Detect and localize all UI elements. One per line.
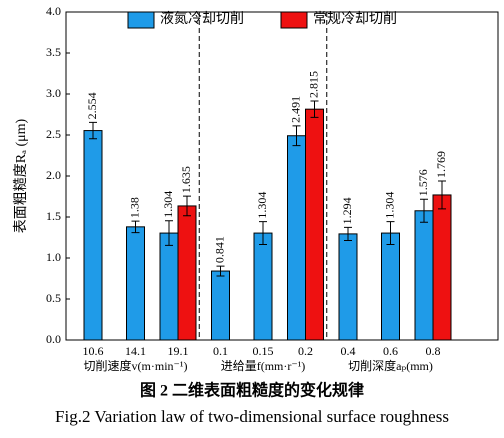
group-label: 切削速度v(m·min⁻¹) <box>84 358 188 373</box>
value-label: 0.841 <box>212 236 226 263</box>
x-tick-label: 0.6 <box>383 344 398 358</box>
y-tick-label: 1.5 <box>46 209 61 223</box>
caption-cn: 图 2 二维表面粗糙度的变化规律 <box>140 381 364 400</box>
bar <box>83 130 103 341</box>
legend-swatch <box>280 11 308 29</box>
caption-en: Fig.2 Variation law of two-dimensional s… <box>55 407 449 426</box>
bar <box>211 270 230 341</box>
x-tick-label: 0.2 <box>298 344 313 358</box>
error-bar <box>183 195 191 217</box>
bar <box>381 232 400 341</box>
value-label: 1.576 <box>416 169 430 196</box>
bar <box>414 210 434 341</box>
value-label: 2.815 <box>306 71 320 98</box>
bar <box>253 232 273 341</box>
y-tick-label: 1.0 <box>46 250 61 264</box>
error-bar <box>292 125 301 147</box>
y-tick-label: 4.0 <box>46 4 61 18</box>
legend-label: 液氮冷却切削 <box>160 11 244 27</box>
error-bar <box>438 180 446 210</box>
error-bar <box>131 220 140 234</box>
x-tick-label: 0.8 <box>426 344 441 358</box>
y-tick-label: 3.5 <box>46 45 61 59</box>
error-bar <box>344 226 352 241</box>
y-axis-title: 表面粗糙度Rₐ (μm) <box>13 118 29 233</box>
group-label: 切削深度aₚ(mm) <box>348 358 433 373</box>
bar <box>177 205 197 341</box>
error-bar <box>89 121 97 140</box>
value-label: 1.769 <box>434 151 448 178</box>
x-tick-label: 0.4 <box>341 344 356 358</box>
legend-label: 常规冷却切削 <box>313 11 397 27</box>
x-tick-label: 0.15 <box>253 344 274 358</box>
value-label: 1.304 <box>382 192 396 219</box>
y-tick-label: 0.5 <box>46 291 61 305</box>
legend-swatch <box>127 11 155 29</box>
value-label: 1.304 <box>161 191 175 218</box>
x-tick-label: 19.1 <box>168 344 189 358</box>
value-label: 1.294 <box>340 197 354 224</box>
error-bar <box>259 221 267 246</box>
y-tick-label: 2.5 <box>46 127 61 141</box>
y-tick-label: 0.0 <box>46 332 61 346</box>
error-bar <box>420 198 428 223</box>
value-label: 2.554 <box>85 92 99 119</box>
value-label: 2.491 <box>288 96 302 123</box>
bar <box>305 108 324 341</box>
y-tick-label: 2.0 <box>46 168 61 182</box>
x-tick-label: 0.1 <box>213 344 228 358</box>
value-label: 1.38 <box>127 197 141 218</box>
value-label: 1.635 <box>179 166 193 193</box>
bar <box>287 135 306 341</box>
y-tick-label: 3.0 <box>46 86 61 100</box>
error-bar <box>386 221 395 246</box>
value-label: 1.304 <box>255 192 269 219</box>
error-bar <box>310 100 319 118</box>
bar <box>159 232 179 341</box>
bar <box>338 233 358 341</box>
bar <box>432 194 452 341</box>
error-bar <box>216 265 225 277</box>
group-label: 进给量f(mm·r⁻¹) <box>221 359 306 373</box>
bar <box>126 226 145 341</box>
x-tick-label: 10.6 <box>83 344 104 358</box>
x-tick-label: 14.1 <box>125 344 146 358</box>
error-bar <box>165 220 173 246</box>
